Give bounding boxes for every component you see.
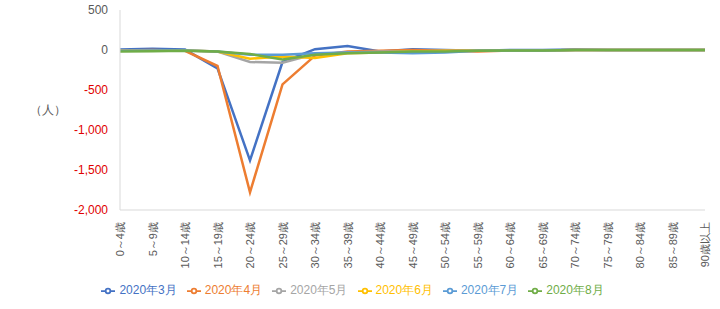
svg-text:-1,000: -1,000	[74, 123, 108, 137]
svg-text:10～14歳: 10～14歳	[179, 222, 191, 268]
html-text:2020年3月: 2020年3月	[119, 283, 177, 297]
svg-text:30～34歳: 30～34歳	[309, 222, 321, 268]
svg-text:500: 500	[88, 3, 108, 17]
svg-text:35～39歳: 35～39歳	[342, 222, 354, 268]
svg-text:60～64歳: 60～64歳	[504, 222, 516, 268]
html-text:2020年8月: 2020年8月	[546, 283, 604, 297]
html-text:2020年6月: 2020年6月	[375, 283, 433, 297]
svg-text:90歳以上: 90歳以上	[699, 222, 711, 267]
svg-text:80～84歳: 80～84歳	[634, 222, 646, 268]
svg-text:-500: -500	[84, 83, 108, 97]
html-text:2020年4月: 2020年4月	[204, 283, 263, 297]
html-text:2020年5月: 2020年5月	[290, 283, 348, 297]
svg-text:5～9歳: 5～9歳	[147, 222, 159, 256]
svg-text:0: 0	[101, 43, 108, 57]
svg-text:（人）: （人）	[30, 103, 66, 117]
svg-text:65～69歳: 65～69歳	[537, 222, 549, 268]
svg-text:25～29歳: 25～29歳	[277, 222, 289, 268]
svg-text:40～44歳: 40～44歳	[374, 222, 386, 268]
svg-text:55～59歳: 55～59歳	[472, 222, 484, 268]
svg-text:50～54歳: 50～54歳	[439, 222, 451, 268]
svg-text:85～89歳: 85～89歳	[667, 222, 679, 268]
svg-text:20～24歳: 20～24歳	[244, 222, 256, 268]
svg-text:0～4歳: 0～4歳	[114, 222, 126, 256]
svg-text:-1,500: -1,500	[74, 163, 108, 177]
svg-text:-2,000: -2,000	[74, 203, 108, 217]
svg-text:45～49歳: 45～49歳	[407, 222, 419, 268]
svg-text:15～19歳: 15～19歳	[212, 222, 224, 268]
html-text:2020年7月: 2020年7月	[460, 283, 519, 297]
svg-text:70～74歳: 70～74歳	[569, 222, 581, 268]
svg-text:75～79歳: 75～79歳	[602, 222, 614, 268]
